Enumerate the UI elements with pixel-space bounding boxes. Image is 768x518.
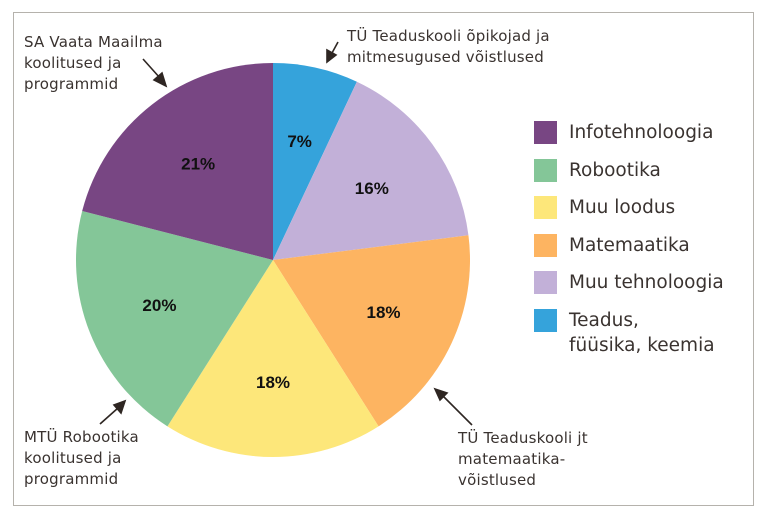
annotation-line: programmid [24,470,119,488]
annotation-line: programmid [24,75,119,93]
legend-item-teadus-fuusika-keemia: Teadus, füüsika, keemia [534,308,724,356]
annotation-line: TÜ Teaduskooli õpikojad ja [347,27,550,45]
annotation-arrows [99,41,473,426]
arrow-top-right-icon [326,41,339,64]
pie-percent-label: 18% [366,303,400,322]
legend-label: Matemaatika [569,234,690,256]
pie-percent-label: 16% [355,179,389,198]
legend-swatch [534,196,557,219]
pie-percent-label: 18% [256,373,290,392]
legend-label: Robootika [569,159,661,181]
legend-label: Infotehnoloogia [569,122,714,143]
pie-slice-infotehnoloogia [82,63,273,260]
legend-label: Teadus, füüsika, keemia [569,309,715,356]
pie-percent-labels: 7% 16% 18% 18% 20% 21% [142,132,400,392]
annotation-line: koolitused ja [24,449,122,467]
legend-swatch [534,158,557,182]
arrow-top-left-icon [142,58,168,88]
pie-percent-label: 21% [181,154,215,173]
pie-slice-robootika [75,211,273,427]
legend-item-matemaatika: Matemaatika [534,233,724,271]
legend-label: Muu tehnoloogia [569,272,724,293]
annotation-line: TÜ Teaduskooli jt [458,429,588,447]
arrow-bottom-left-icon [99,399,127,425]
chart-frame [13,12,754,506]
annotation-line: matemaatika- [458,450,566,468]
annotation-sa-vaata-maailma: SA Vaata Maailma koolitused ja programmi… [24,32,163,95]
chart-legend: Infotehnoloogia Robootika Muu loodus Mat… [534,120,724,356]
legend-swatch [534,308,557,332]
annotation-tu-teaduskooli-matemaatika: TÜ Teaduskooli jt matemaatika- võistluse… [458,428,588,491]
pie-percent-label: 20% [142,296,176,315]
pie-slice-matemaatika [273,235,471,427]
pie-slice-muu-loodus [167,260,379,457]
legend-swatch [534,233,557,257]
annotation-mtu-robootika: MTÜ Robootika koolitused ja programmid [24,427,139,490]
legend-item-muu-loodus: Muu loodus [534,195,724,233]
pie-slices [75,63,471,457]
legend-label: Muu loodus [569,197,676,218]
legend-item-robootika: Robootika [534,158,724,196]
annotation-line: MTÜ Robootika [24,428,139,446]
pie-slice-muu-tehnoloogia [273,81,469,260]
legend-swatch [534,121,557,144]
pie-slice-teadus-füüsika-keemia [273,63,357,260]
annotation-tu-teaduskooli-opikojad: TÜ Teaduskooli õpikojad ja mitmesugused … [347,26,550,68]
pie-percent-label: 7% [287,132,312,151]
annotation-line: koolitused ja [24,54,122,72]
annotation-line: SA Vaata Maailma [24,33,163,51]
legend-swatch [534,271,557,294]
annotation-line: võistlused [458,471,537,489]
legend-item-infotehnoloogia: Infotehnoloogia [534,120,724,158]
legend-item-muu-tehnoloogia: Muu tehnoloogia [534,270,724,308]
arrow-bottom-right-icon [433,387,473,426]
annotation-line: mitmesugused võistlused [347,48,544,66]
